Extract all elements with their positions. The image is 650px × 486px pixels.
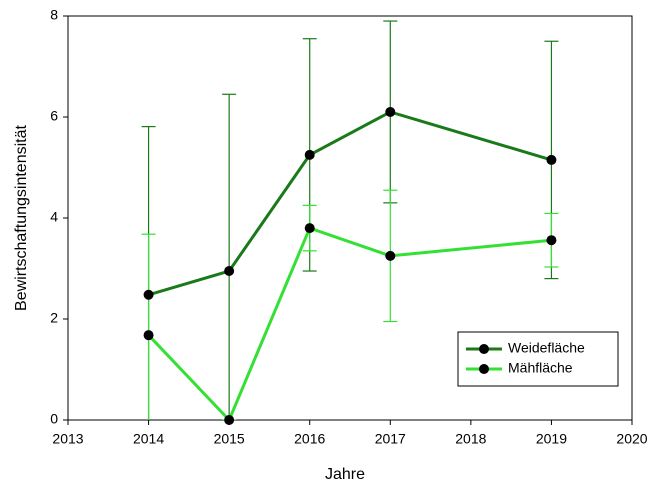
x-axis-label: Jahre xyxy=(325,466,365,483)
y-tick-label: 0 xyxy=(50,411,58,427)
y-tick-label: 6 xyxy=(50,108,58,124)
y-tick-label: 8 xyxy=(50,7,58,23)
series-line xyxy=(148,110,552,297)
data-point xyxy=(546,154,557,165)
x-tick-label: 2017 xyxy=(375,431,406,447)
x-tick-label: 2013 xyxy=(52,431,83,447)
data-point xyxy=(143,289,154,300)
x-tick-label: 2014 xyxy=(133,431,164,447)
legend-label: Weidefläche xyxy=(508,340,585,356)
data-point xyxy=(143,330,154,341)
legend-marker xyxy=(479,364,489,374)
legend-marker xyxy=(479,344,489,354)
data-point xyxy=(546,235,557,246)
legend-box xyxy=(457,331,619,387)
x-tick-label: 2019 xyxy=(536,431,567,447)
y-tick-label: 4 xyxy=(50,209,58,225)
x-tick-label: 2016 xyxy=(294,431,325,447)
data-point xyxy=(304,149,315,160)
series-line xyxy=(147,226,552,423)
x-tick-label: 2018 xyxy=(455,431,486,447)
y-tick-label: 2 xyxy=(50,310,58,326)
data-point xyxy=(224,266,235,277)
data-point xyxy=(385,250,396,261)
x-tick-label: 2020 xyxy=(616,431,647,447)
data-point xyxy=(304,223,315,234)
legend-label: Mähfläche xyxy=(508,360,573,376)
data-point xyxy=(385,106,396,117)
y-axis-label: Bewirtschaftungsintensität xyxy=(13,125,30,311)
x-tick-label: 2015 xyxy=(214,431,245,447)
data-point xyxy=(224,415,235,425)
